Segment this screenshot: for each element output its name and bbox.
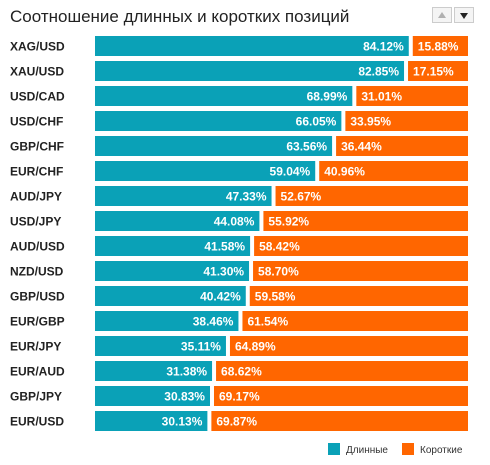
data-label-short: 61.54% <box>247 315 288 329</box>
bar-long <box>95 136 333 156</box>
bar-short <box>242 311 468 331</box>
data-label-long: 66.05% <box>296 115 337 129</box>
bar-short <box>249 286 468 306</box>
data-label-long: 68.99% <box>307 90 348 104</box>
bar-long <box>95 236 251 256</box>
data-label-long: 41.58% <box>204 240 245 254</box>
bar-long <box>95 336 226 356</box>
data-label-long: 41.30% <box>203 265 244 279</box>
category-label: GBP/USD <box>10 290 65 304</box>
data-label-short: 55.92% <box>268 215 309 229</box>
legend-item-short: Короткие <box>402 443 462 456</box>
bar-long <box>95 311 239 331</box>
data-label-short: 69.17% <box>219 390 260 404</box>
data-label-short: 59.58% <box>255 290 296 304</box>
bar-long <box>95 286 246 306</box>
triangle-down-icon <box>460 13 468 19</box>
bar-short <box>345 111 468 131</box>
legend-item-long: Длинные <box>328 443 388 456</box>
bar-short <box>275 186 468 206</box>
data-label-short: 17.15% <box>413 65 454 79</box>
category-label: AUD/USD <box>10 240 65 254</box>
legend-swatch-long <box>328 443 340 455</box>
data-label-short: 69.87% <box>216 415 257 429</box>
category-label: EUR/AUD <box>10 365 65 379</box>
bar-short <box>356 86 468 106</box>
bar-short <box>229 336 468 356</box>
data-label-short: 52.67% <box>281 190 322 204</box>
bar-short <box>253 261 468 281</box>
bar-long <box>95 161 316 181</box>
category-label: USD/CAD <box>10 90 65 104</box>
bar-short <box>263 211 468 231</box>
sort-descending-button[interactable] <box>454 7 474 23</box>
data-label-long: 38.46% <box>193 315 234 329</box>
data-label-long: 59.04% <box>270 165 311 179</box>
bar-long <box>95 186 272 206</box>
data-label-short: 64.89% <box>235 340 276 354</box>
bar-long <box>95 36 409 56</box>
data-label-long: 47.33% <box>226 190 267 204</box>
data-label-short: 36.44% <box>341 140 382 154</box>
bar-long <box>95 86 353 106</box>
bar-short <box>213 386 468 406</box>
bar-short <box>336 136 468 156</box>
category-label: EUR/GBP <box>10 315 65 329</box>
bar-long <box>95 211 260 231</box>
data-label-long: 84.12% <box>363 40 404 54</box>
bar-short <box>254 236 468 256</box>
bar-short <box>408 61 468 81</box>
bar-long <box>95 111 342 131</box>
data-label-short: 40.96% <box>324 165 365 179</box>
category-label: EUR/JPY <box>10 340 61 354</box>
data-label-long: 82.85% <box>358 65 399 79</box>
category-label: GBP/JPY <box>10 390 62 404</box>
triangle-up-icon <box>438 12 446 18</box>
bar-short <box>211 411 469 431</box>
data-label-long: 31.38% <box>166 365 207 379</box>
sort-ascending-button[interactable] <box>432 7 452 23</box>
legend-label-short: Короткие <box>420 445 463 456</box>
category-label: XAU/USD <box>10 65 64 79</box>
category-label: USD/CHF <box>10 115 63 129</box>
bar-short <box>412 36 468 56</box>
bar-short <box>319 161 468 181</box>
data-label-long: 44.08% <box>214 215 255 229</box>
data-label-long: 63.56% <box>286 140 327 154</box>
category-label: EUR/USD <box>10 415 64 429</box>
chart-title: Соотношение длинных и коротких позиций <box>10 7 350 26</box>
category-label: AUD/JPY <box>10 190 62 204</box>
data-label-short: 33.95% <box>350 115 391 129</box>
bar-long <box>95 261 250 281</box>
bar-long <box>95 386 210 406</box>
legend-swatch-short <box>402 443 414 455</box>
bar-long <box>95 361 213 381</box>
bar-long <box>95 411 208 431</box>
category-label: XAG/USD <box>10 40 65 54</box>
data-label-short: 68.62% <box>221 365 262 379</box>
category-label: EUR/CHF <box>10 165 63 179</box>
category-label: USD/JPY <box>10 215 61 229</box>
data-label-short: 58.70% <box>258 265 299 279</box>
stacked-bar-chart: XAG/USD 84.12% 15.88% XAU/USD 82.85% 17.15% US… <box>10 36 469 431</box>
bar-long <box>95 61 405 81</box>
category-label: GBP/CHF <box>10 140 64 154</box>
bar-short <box>216 361 468 381</box>
data-label-short: 58.42% <box>259 240 300 254</box>
data-label-long: 35.11% <box>181 340 221 354</box>
legend-label-long: Длинные <box>346 445 388 456</box>
category-label: NZD/USD <box>10 265 64 279</box>
data-label-long: 30.83% <box>164 390 205 404</box>
data-label-short: 15.88% <box>418 40 459 54</box>
data-label-long: 30.13% <box>162 415 203 429</box>
data-label-long: 40.42% <box>200 290 241 304</box>
data-label-short: 31.01% <box>361 90 402 104</box>
